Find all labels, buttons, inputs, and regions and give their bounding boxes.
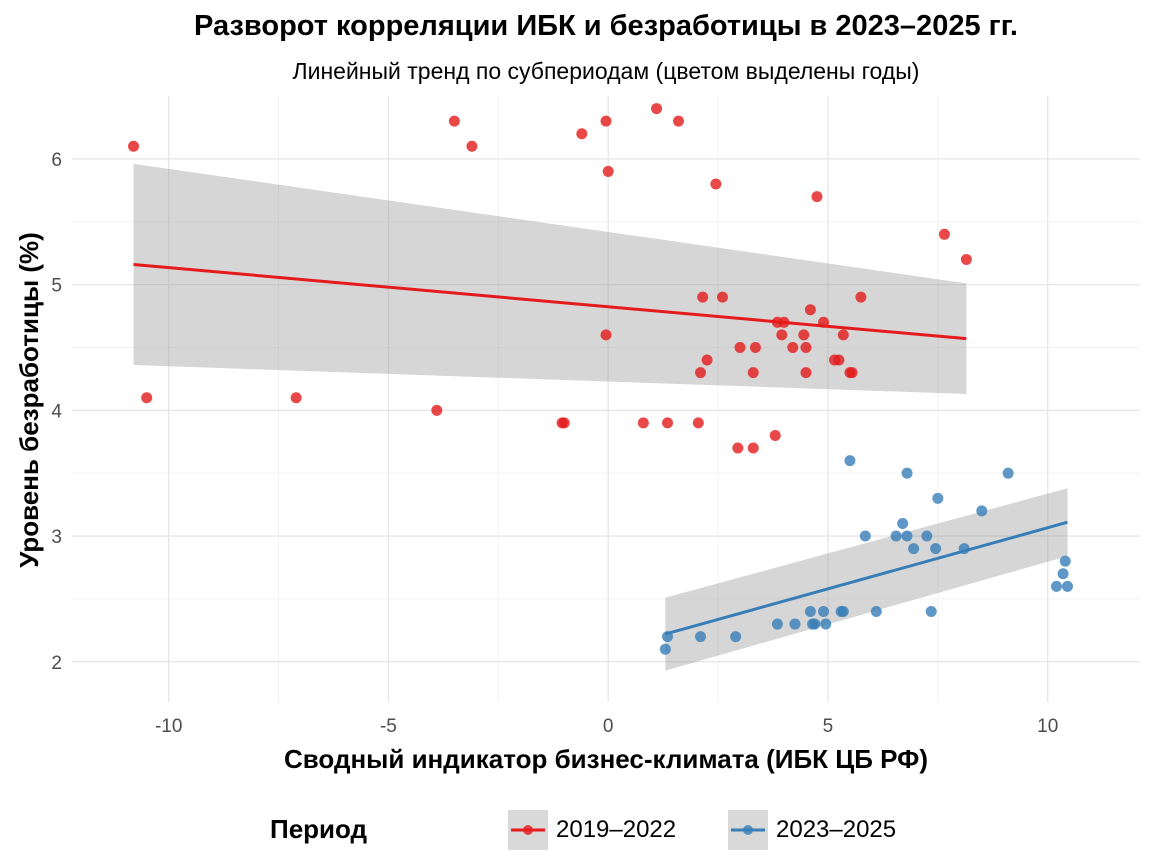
data-point xyxy=(1059,555,1071,567)
data-point xyxy=(921,530,933,542)
y-axis-title: Уровень безработицы (%) xyxy=(14,232,44,568)
y-tick-label: 2 xyxy=(51,653,62,674)
chart-subtitle: Линейный тренд по субпериодам (цветом вы… xyxy=(292,58,920,84)
data-point xyxy=(800,341,812,353)
legend-label: 2019–2022 xyxy=(556,816,677,843)
data-point xyxy=(908,543,920,555)
data-point xyxy=(820,618,832,630)
data-point xyxy=(576,128,588,140)
x-tick-label: 5 xyxy=(823,716,834,737)
data-point xyxy=(771,618,783,630)
data-point xyxy=(776,329,788,341)
data-point xyxy=(747,442,759,454)
x-tick-label: -5 xyxy=(380,716,397,737)
data-point xyxy=(804,605,816,617)
data-point xyxy=(694,367,706,379)
data-point xyxy=(448,115,460,127)
data-point xyxy=(128,140,140,152)
x-tick-label: -10 xyxy=(155,716,182,737)
data-point xyxy=(556,417,568,429)
data-point xyxy=(701,354,713,366)
data-point xyxy=(804,304,816,316)
data-point xyxy=(716,291,728,303)
data-point xyxy=(870,605,882,617)
data-point xyxy=(710,178,722,190)
trend-lines xyxy=(133,262,1068,636)
data-point xyxy=(662,417,674,429)
y-tick-label: 4 xyxy=(51,401,62,422)
data-points xyxy=(128,103,1073,655)
data-point xyxy=(932,492,944,504)
data-point xyxy=(930,543,942,555)
data-point xyxy=(818,605,830,617)
x-tick-label: 0 xyxy=(603,716,614,737)
data-point xyxy=(787,341,799,353)
data-point xyxy=(976,505,988,517)
data-point xyxy=(844,455,856,467)
y-tick-label: 3 xyxy=(51,527,62,548)
data-point xyxy=(811,191,823,203)
data-point xyxy=(747,367,759,379)
data-point xyxy=(798,329,810,341)
data-point xyxy=(431,404,443,416)
data-point xyxy=(1061,580,1073,592)
confidence-band-0 xyxy=(133,163,967,394)
data-point xyxy=(600,329,612,341)
chart-title: Разворот корреляции ИБК и безработицы в … xyxy=(194,10,1018,42)
data-point xyxy=(890,530,902,542)
data-point xyxy=(734,341,746,353)
data-point xyxy=(651,103,663,115)
data-point xyxy=(732,442,744,454)
data-point xyxy=(141,392,153,404)
data-point xyxy=(1050,580,1062,592)
data-point xyxy=(602,165,614,177)
data-point xyxy=(837,605,849,617)
x-tick-labels: -10 -5 0 5 10 xyxy=(155,716,1058,737)
data-point xyxy=(800,367,812,379)
data-point xyxy=(789,618,801,630)
data-point xyxy=(749,341,761,353)
legend-key-blue xyxy=(728,810,768,850)
legend-title: Период xyxy=(270,814,368,844)
confidence-bands xyxy=(133,163,1068,671)
trend-line-1 xyxy=(664,520,1068,636)
x-axis-title: Сводный индикатор бизнес-климата (ИБК ЦБ… xyxy=(284,744,928,774)
data-point xyxy=(1002,467,1014,479)
data-point xyxy=(859,530,871,542)
data-point xyxy=(925,605,937,617)
legend-key-red xyxy=(508,810,548,850)
data-point xyxy=(659,643,671,655)
data-point xyxy=(809,618,821,630)
data-point xyxy=(466,140,478,152)
data-point xyxy=(897,517,909,529)
y-tick-label: 6 xyxy=(51,150,62,171)
data-point xyxy=(901,530,913,542)
minor-gridlines xyxy=(72,96,1140,702)
data-point xyxy=(901,467,913,479)
data-point xyxy=(837,329,849,341)
data-point xyxy=(730,631,742,643)
data-point xyxy=(855,291,867,303)
data-point xyxy=(692,417,704,429)
data-point xyxy=(960,253,972,265)
major-gridlines xyxy=(72,96,1140,702)
data-point xyxy=(769,429,781,441)
data-point xyxy=(833,354,845,366)
legend-label: 2023–2025 xyxy=(776,816,897,843)
data-point xyxy=(637,417,649,429)
x-tick-label: 10 xyxy=(1037,716,1058,737)
data-point xyxy=(673,115,685,127)
data-point xyxy=(694,631,706,643)
y-tick-label: 5 xyxy=(51,276,62,297)
data-point xyxy=(600,115,612,127)
trend-line-0 xyxy=(133,262,967,341)
scatter-plot: -10 -5 0 5 10 2 3 4 5 6 Сводный индикатор бизнес… xyxy=(14,96,1140,774)
data-point xyxy=(1057,568,1069,580)
data-point xyxy=(290,392,302,404)
data-point xyxy=(846,367,858,379)
y-tick-labels: 2 3 4 5 6 xyxy=(51,150,62,674)
data-point xyxy=(938,228,950,240)
legend: Период 2019–2022 2023–2025 xyxy=(0,806,1152,856)
data-point xyxy=(697,291,709,303)
